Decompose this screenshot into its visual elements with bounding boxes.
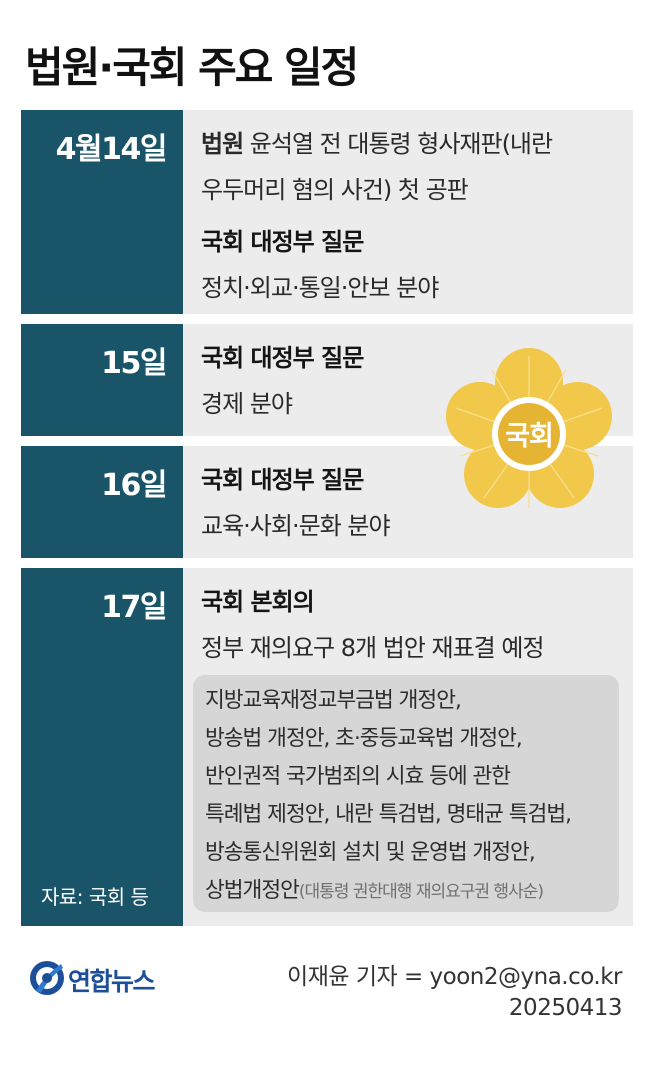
date-label: 17일: [101, 590, 167, 625]
date-cell: 17일 자료: 국회 등: [21, 568, 183, 926]
event-heading: 국회 대정부 질문: [201, 228, 364, 256]
content-cell: 국회 본회의 정부 재의요구 8개 법안 재표결 예정 지방교육재정교부금법 개…: [183, 568, 633, 926]
emblem-text: 국회: [505, 421, 553, 452]
date-label: 16일: [101, 468, 167, 503]
date-label: 15일: [101, 346, 167, 381]
logo-text: 연합뉴스: [68, 967, 156, 996]
national-assembly-emblem-icon: 국회: [446, 348, 612, 508]
court-label: 법원: [201, 130, 244, 158]
event-heading: 국회 본회의: [201, 588, 315, 616]
list-item: 방송통신위원회 설치 및 운영법 개정안,: [205, 840, 536, 865]
event-heading: 국회 대정부 질문: [201, 344, 364, 372]
court-event: 법원 윤석열 전 대통령 형사재판(내란: [201, 124, 553, 159]
bills-note: (대통령 권한대행 재의요구권 행사순): [298, 882, 544, 902]
list-item: 특례법 제정안, 내란 특검법, 명태균 특검법,: [205, 802, 572, 827]
date-label: 4월14일: [55, 132, 168, 167]
schedule-row-apr14: 4월14일 법원 윤석열 전 대통령 형사재판(내란 우두머리 혐의 사건) 첫…: [21, 110, 633, 314]
court-event-cont: 우두머리 혐의 사건) 첫 공판: [201, 176, 469, 204]
list-item: 방송법 개정안, 초·중등교육법 개정안,: [205, 726, 523, 751]
bill-list-box: 지방교육재정교부금법 개정안, 방송법 개정안, 초·중등교육법 개정안, 반인…: [193, 675, 619, 912]
date-cell: 16일: [21, 446, 183, 558]
court-event-text: 윤석열 전 대통령 형사재판(내란: [243, 130, 553, 158]
page-title: 법원·국회 주요 일정: [25, 43, 359, 92]
list-item: 지방교육재정교부금법 개정안,: [205, 688, 462, 713]
date-cell: 15일: [21, 324, 183, 436]
list-item: 상법개정안(대통령 권한대행 재의요구권 행사순): [205, 873, 544, 904]
publish-date: 20250413: [508, 995, 623, 1021]
yonhap-logo-icon: [30, 961, 64, 995]
event-detail: 교육·사회·문화 분야: [201, 512, 391, 540]
event-detail: 경제 분야: [201, 390, 293, 418]
date-cell: 4월14일: [21, 110, 183, 314]
author-credit: 이재윤 기자 = yoon2@yna.co.kr: [287, 964, 622, 990]
schedule-row-17: 17일 자료: 국회 등 국회 본회의 정부 재의요구 8개 법안 재표결 예정…: [21, 568, 633, 926]
yonhap-logo: 연합뉴스: [28, 958, 178, 998]
bill-last: 상법개정안: [205, 878, 300, 903]
content-cell: 법원 윤석열 전 대통령 형사재판(내란 우두머리 혐의 사건) 첫 공판 국회…: [183, 110, 633, 314]
list-item: 반인권적 국가범죄의 시효 등에 관한: [205, 764, 511, 789]
source-note: 자료: 국회 등: [41, 885, 149, 909]
credit: 이재윤 기자 = yoon2@yna.co.kr 20250413: [287, 962, 622, 1024]
event-heading: 국회 대정부 질문: [201, 466, 364, 494]
event-detail: 정부 재의요구 8개 법안 재표결 예정: [201, 634, 545, 662]
event-detail: 정치·외교·통일·안보 분야: [201, 274, 439, 302]
